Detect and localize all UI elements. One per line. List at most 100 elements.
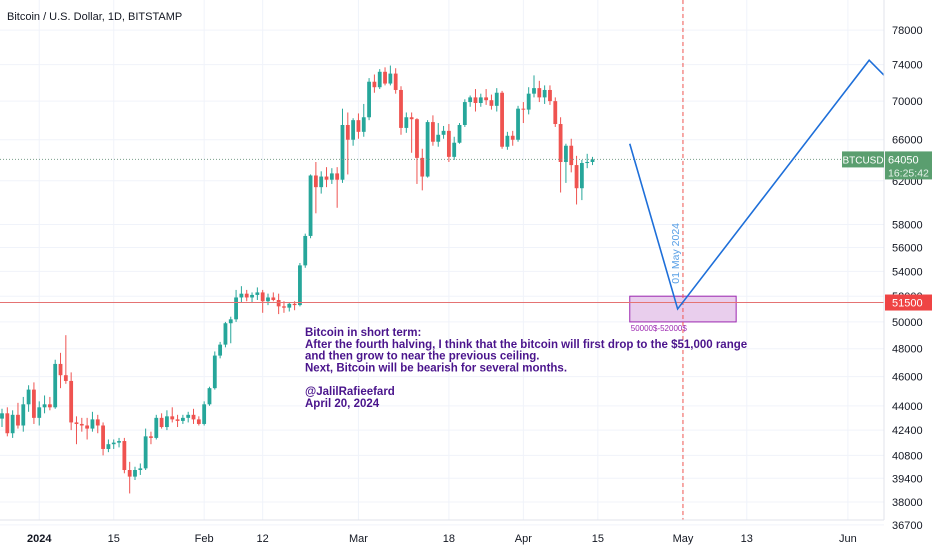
annotation-line: Next, Bitcoin will be bearish for severa…: [305, 362, 567, 374]
candle-body: [425, 122, 430, 177]
candle-body: [282, 306, 286, 308]
candle: [308, 174, 313, 239]
candle-body: [90, 419, 95, 429]
date-tick-label: Jun: [839, 533, 857, 545]
candle: [21, 396, 26, 432]
candle-body: [276, 299, 281, 307]
candle-body: [5, 413, 10, 434]
candle: [106, 439, 111, 453]
candle-body: [361, 117, 366, 132]
symbol-tag: BTCUSD: [842, 151, 884, 168]
candle-body: [313, 175, 318, 188]
candle-body: [218, 344, 223, 356]
candle: [505, 131, 510, 150]
candle-body: [21, 404, 26, 426]
candle: [90, 411, 95, 432]
candles-layer: [0, 65, 595, 494]
event-date-label: 01 May 2024: [670, 223, 682, 284]
candle: [532, 75, 536, 98]
candle-body: [484, 97, 489, 101]
candle-body: [32, 389, 36, 418]
candle: [388, 65, 393, 86]
candle: [239, 286, 244, 303]
candle: [521, 102, 526, 124]
annotation-line: Bitcoin in short term:: [305, 327, 421, 339]
candle: [452, 136, 457, 160]
candle-body: [16, 414, 20, 426]
candle-body: [266, 297, 270, 302]
price-axis-bg: [884, 0, 932, 550]
candle: [420, 148, 425, 191]
candle: [255, 287, 260, 300]
candle: [558, 117, 563, 193]
candle: [117, 437, 121, 448]
candle: [441, 125, 446, 139]
candle-body: [574, 165, 579, 189]
candle: [0, 408, 4, 428]
candle: [324, 167, 329, 188]
candle: [250, 292, 254, 303]
candle-body: [532, 88, 536, 94]
candle: [516, 105, 520, 142]
candle: [494, 88, 499, 112]
candle: [143, 428, 148, 471]
candle-body: [372, 81, 377, 88]
time-axis[interactable]: 2024 15 Feb 12 Mar 18 Apr 15 May 13 Jun: [0, 519, 884, 545]
candle-body: [47, 404, 52, 408]
candle: [223, 321, 228, 348]
candle: [569, 138, 574, 173]
candle-body: [478, 97, 483, 104]
candle-body: [244, 293, 249, 298]
price-axis[interactable]: 36700 38000 39400 40800 42400 44000 46000 48000…: [842, 0, 932, 550]
bar-countdown: 16:25:42: [888, 167, 929, 179]
candle-body: [585, 161, 590, 164]
candle-body: [74, 422, 79, 424]
candle: [537, 80, 542, 103]
candle: [212, 351, 217, 390]
candle-body: [69, 380, 74, 423]
candle: [244, 289, 249, 302]
candle: [526, 87, 531, 115]
candle-body: [446, 130, 451, 157]
candle-body: [202, 404, 207, 424]
current-price-tag-bg: [885, 151, 932, 180]
candle-body: [37, 407, 42, 418]
candle: [63, 335, 68, 384]
candle: [122, 437, 127, 474]
candle-body: [223, 323, 228, 345]
candle-body: [191, 414, 196, 420]
candle-body: [207, 388, 212, 405]
candle-body: [351, 120, 356, 140]
candle-body: [85, 425, 90, 429]
symbol-tag-bg: [842, 151, 884, 168]
candle: [180, 414, 185, 424]
price-tick-label: 58000: [892, 220, 923, 232]
candle-body: [133, 470, 137, 477]
candle-body: [149, 436, 153, 438]
candle-body: [79, 423, 84, 426]
candle: [500, 90, 504, 149]
candle: [548, 85, 552, 105]
candle: [383, 67, 387, 86]
candle-body: [558, 124, 563, 162]
date-tick-label: May: [673, 533, 694, 545]
candle-body: [510, 135, 515, 140]
price-tick-label: 48000: [892, 344, 923, 356]
candle-body: [404, 117, 409, 128]
candle-body: [579, 163, 584, 189]
current-price-value: 64050: [888, 154, 919, 166]
price-tick-label: 56000: [892, 243, 923, 255]
annotation-line: April 20, 2024: [305, 398, 380, 410]
candle-body: [542, 89, 547, 98]
candle-body: [175, 419, 180, 421]
candle: [542, 85, 547, 104]
candle: [127, 461, 132, 494]
chart-title: Bitcoin / U.S. Dollar, 1D, BITSTAMP: [7, 11, 182, 23]
candle: [372, 74, 377, 93]
candle: [175, 414, 180, 428]
candle: [37, 401, 42, 426]
candle: [218, 341, 223, 359]
candle-body: [308, 175, 313, 236]
candle: [319, 171, 324, 194]
